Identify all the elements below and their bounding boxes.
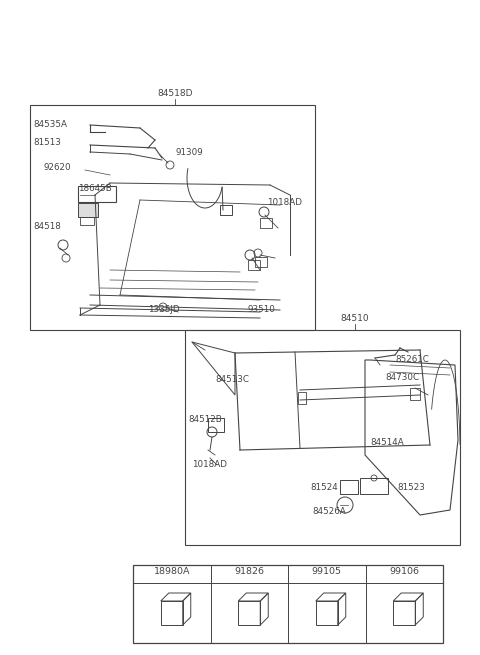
Bar [340, 480, 358, 494]
Bar [393, 601, 415, 625]
Text: 84730C: 84730C [385, 373, 419, 382]
Text: 99105: 99105 [312, 567, 342, 576]
Bar [238, 601, 260, 625]
Text: 1335JD: 1335JD [148, 305, 180, 314]
Text: 91826: 91826 [234, 567, 264, 576]
Text: 84512B: 84512B [188, 415, 222, 424]
Text: 84510: 84510 [341, 314, 369, 323]
Text: 81524: 81524 [310, 483, 338, 492]
Text: 85261C: 85261C [395, 355, 429, 364]
Bar [298, 392, 306, 404]
Text: 84513C: 84513C [215, 375, 249, 384]
Bar [255, 257, 267, 267]
Bar [316, 601, 338, 625]
Bar [260, 218, 272, 228]
Bar [161, 601, 183, 625]
Bar [78, 186, 116, 202]
Text: 81523: 81523 [397, 483, 425, 492]
Text: 18980A: 18980A [154, 567, 190, 576]
Text: 1018AD: 1018AD [267, 198, 302, 207]
Text: 84518: 84518 [33, 222, 61, 231]
Bar [185, 330, 460, 545]
Bar [30, 105, 315, 330]
Text: 92620: 92620 [43, 163, 71, 172]
Bar [80, 217, 94, 225]
Bar [410, 388, 420, 400]
Bar [78, 203, 98, 217]
Text: 91309: 91309 [175, 148, 203, 157]
Bar [133, 565, 443, 643]
Bar [208, 418, 224, 432]
Text: 84526A: 84526A [312, 507, 346, 516]
Text: 18645B: 18645B [78, 184, 112, 193]
Text: 84535A: 84535A [33, 120, 67, 129]
Bar [248, 260, 260, 270]
Bar [220, 205, 232, 215]
Text: 84514A: 84514A [370, 438, 404, 447]
Text: 81513: 81513 [33, 138, 61, 147]
Text: 93510: 93510 [247, 305, 275, 314]
Text: 99106: 99106 [389, 567, 419, 576]
Bar [360, 478, 388, 494]
Text: 84518D: 84518D [157, 89, 193, 98]
Text: 1018AD: 1018AD [192, 460, 227, 469]
